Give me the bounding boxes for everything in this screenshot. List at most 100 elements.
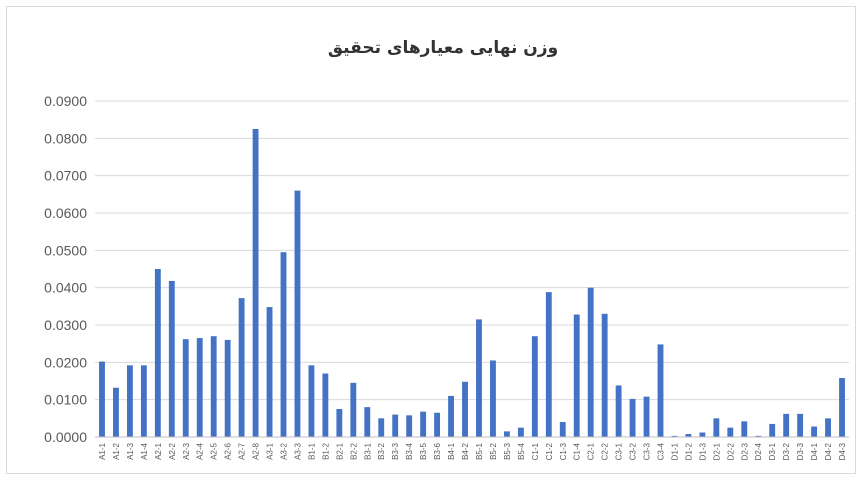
bar-d2-3 — [741, 421, 748, 437]
bar-b5-1 — [476, 319, 482, 437]
bar-b2-1 — [336, 409, 343, 437]
bar-d1-1 — [671, 435, 678, 437]
bar-d2-4 — [755, 435, 762, 437]
x-tick-label: B3-1 — [363, 442, 372, 459]
y-tick-label: 0.0500 — [44, 242, 87, 258]
x-tick-label: B3-4 — [405, 442, 414, 459]
bar-b3-1 — [364, 407, 371, 437]
bar-a2-7 — [238, 298, 245, 437]
x-tick-label: A2-7 — [238, 442, 247, 459]
bar-b5-2 — [490, 360, 496, 437]
y-tick-label: 0.0300 — [44, 317, 87, 333]
bar-c1-4 — [573, 314, 580, 437]
bar-b3-4 — [406, 415, 413, 437]
x-tick-label: B1-1 — [307, 442, 316, 459]
bar-c3-2 — [629, 398, 636, 437]
x-tick-label: A1-3 — [126, 442, 135, 459]
x-tick-label: C2-2 — [601, 442, 610, 460]
bar-c2-2 — [601, 313, 608, 437]
x-tick-label: D2-1 — [712, 442, 721, 460]
bars — [99, 129, 845, 437]
x-axis-ticks: A1-1 A1-2 A1-3 A1-4 A2-1 A2-2 A2-3 A2-4 A2-5 A2-6… — [98, 442, 847, 460]
x-tick-label: D3-1 — [768, 442, 777, 460]
x-tick-label: A2-1 — [154, 442, 163, 459]
y-tick-label: 0.0100 — [44, 392, 87, 408]
bar-c2-1 — [587, 287, 594, 437]
x-tick-label: B4-1 — [447, 442, 456, 459]
chart-title: وزن نهایی معیارهای تحقیق — [328, 38, 558, 58]
bar-a2-2 — [168, 280, 175, 437]
x-tick-label: A2-4 — [196, 442, 205, 459]
y-tick-label: 0.0200 — [44, 354, 87, 370]
x-tick-label: B1-2 — [321, 442, 330, 459]
x-tick-label: A3-2 — [280, 442, 289, 459]
bar-b1-2 — [322, 373, 329, 437]
bar-c3-3 — [643, 396, 650, 437]
bar-c1-2 — [545, 292, 552, 437]
x-tick-label: B5-4 — [517, 442, 526, 459]
bar-d3-2 — [783, 413, 790, 437]
y-tick-label: 0.0600 — [44, 205, 87, 221]
bar-b3-3 — [392, 414, 399, 437]
x-tick-label: A2-8 — [252, 442, 261, 459]
bar-d2-2 — [727, 427, 734, 437]
y-tick-label: 0.0800 — [44, 130, 87, 146]
x-tick-label: A2-3 — [182, 442, 191, 459]
x-tick-label: D2-4 — [754, 442, 763, 460]
x-tick-label: C3-1 — [615, 442, 624, 460]
bar-b5-4 — [517, 427, 524, 437]
bar-c1-3 — [559, 422, 566, 437]
x-tick-label: C1-2 — [545, 442, 554, 460]
x-tick-label: C3-4 — [657, 442, 666, 460]
bar-a1-2 — [113, 387, 119, 437]
bar-chart: وزن نهایی معیارهای تحقیق 0.00000.01000.0… — [44, 38, 849, 460]
bar-d4-3 — [839, 378, 845, 437]
bar-d1-2 — [685, 434, 692, 437]
bar-b2-2 — [350, 382, 357, 437]
bar-b3-5 — [420, 411, 427, 437]
x-tick-label: B3-6 — [433, 442, 442, 459]
bar-d2-1 — [713, 418, 720, 437]
bar-a2-8 — [252, 129, 259, 437]
y-tick-label: 0.0400 — [44, 280, 87, 296]
bar-a2-1 — [154, 269, 161, 437]
bar-d4-2 — [825, 418, 831, 437]
bar-c1-1 — [531, 336, 538, 437]
bar-d3-3 — [797, 413, 804, 437]
x-tick-label: A1-4 — [140, 442, 149, 459]
x-tick-label: D3-3 — [796, 442, 805, 460]
x-tick-label: B2-2 — [349, 442, 358, 459]
x-tick-label: D4-2 — [824, 442, 833, 460]
bar-d3-1 — [769, 423, 776, 437]
x-tick-label: A2-5 — [210, 442, 219, 459]
x-tick-label: D1-3 — [698, 442, 707, 460]
bar-b3-6 — [434, 412, 441, 437]
y-axis-ticks: 0.0000 0.0100 0.0200 0.0300 0.0400 0.0500 0.06… — [44, 93, 87, 445]
bar-b3-2 — [378, 418, 385, 437]
chart-frame: وزن نهایی معیارهای تحقیق 0.0000 0.0100 0.0… — [6, 6, 856, 474]
bar-a2-6 — [224, 339, 231, 437]
y-tick-label: 0.0000 — [44, 429, 87, 445]
bar-c3-1 — [615, 385, 622, 437]
x-tick-label: B3-3 — [391, 442, 400, 459]
bar-a3-1 — [266, 307, 273, 437]
x-tick-label: B3-2 — [377, 442, 386, 459]
bar-d1-3 — [699, 432, 706, 437]
bar-b4-2 — [462, 381, 468, 437]
x-tick-label: C1-1 — [531, 442, 540, 460]
bar-a1-1 — [99, 361, 105, 437]
x-tick-label: A3-3 — [293, 442, 302, 459]
x-tick-label: B3-5 — [419, 442, 428, 459]
bar-d4-1 — [811, 426, 818, 437]
bar-b5-3 — [503, 431, 510, 437]
x-tick-label: A2-6 — [224, 442, 233, 459]
x-tick-label: D2-3 — [740, 442, 749, 460]
bar-a3-3 — [294, 190, 301, 437]
x-tick-label: B2-1 — [335, 442, 344, 459]
bar-a2-3 — [182, 339, 189, 437]
x-tick-label: B5-2 — [489, 442, 498, 459]
x-tick-label: A1-2 — [112, 442, 121, 459]
x-tick-label: B5-1 — [475, 442, 484, 459]
bar-c3-4 — [657, 344, 664, 437]
y-tick-label: 0.0700 — [44, 168, 87, 184]
